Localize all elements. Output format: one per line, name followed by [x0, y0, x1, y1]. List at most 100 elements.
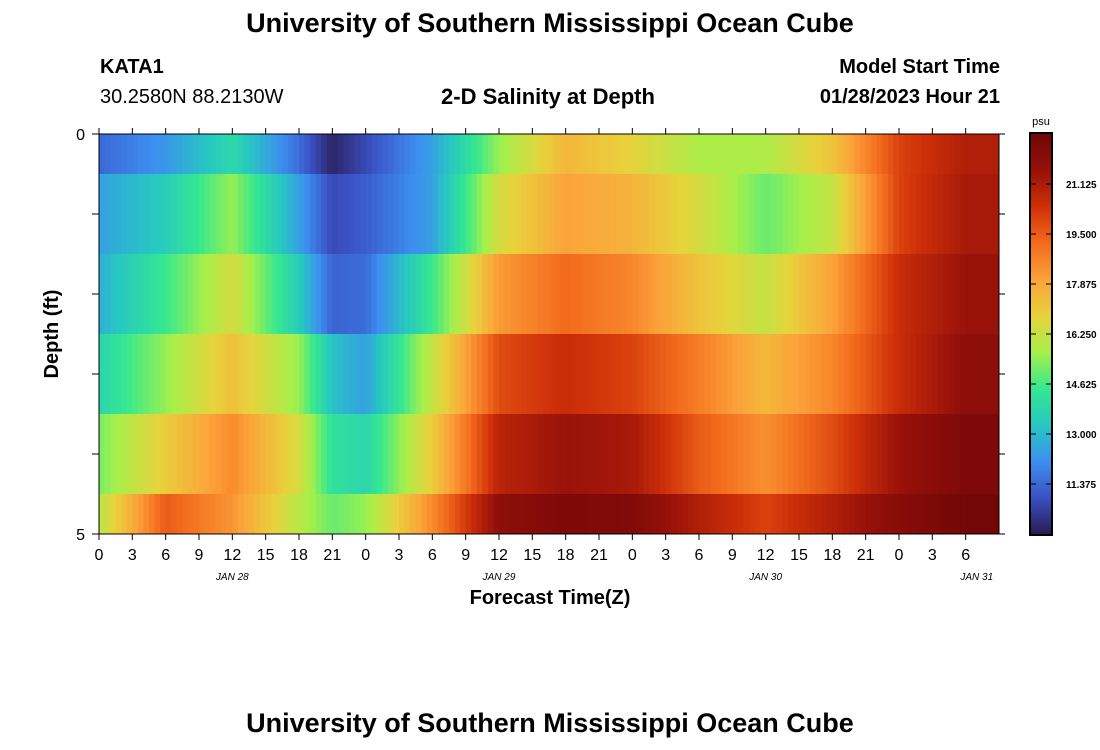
- heatmap-cell: [449, 254, 455, 334]
- heatmap-cell: [787, 334, 794, 414]
- heatmap-cell: [243, 254, 250, 334]
- heatmap-cell: [121, 494, 128, 534]
- heatmap-cell: [871, 334, 878, 414]
- heatmap-cell: [232, 414, 239, 494]
- heatmap-cell: [737, 494, 744, 534]
- heatmap-cell: [626, 334, 633, 414]
- x-tick-label: 9: [461, 547, 470, 564]
- heatmap-cell: [265, 494, 272, 534]
- heatmap-cell: [104, 174, 111, 254]
- heatmap-cell: [665, 254, 672, 334]
- heatmap-cell: [465, 174, 472, 254]
- heatmap-cell: [537, 174, 544, 254]
- heatmap-cell: [749, 174, 755, 254]
- heatmap-cell: [571, 414, 578, 494]
- heatmap-cell: [849, 334, 855, 414]
- model-start-label: Model Start Time: [839, 56, 1000, 78]
- heatmap-cell: [993, 174, 1000, 254]
- heatmap-cell: [110, 334, 117, 414]
- heatmap-cell: [293, 414, 300, 494]
- heatmap-cell: [804, 494, 811, 534]
- x-tick-label: 18: [823, 547, 841, 564]
- heatmap-cell: [337, 334, 344, 414]
- heatmap-cell: [799, 334, 805, 414]
- heatmap-cell: [176, 414, 183, 494]
- heatmap-cell: [471, 334, 478, 414]
- heatmap-cell: [287, 334, 294, 414]
- plot-frame: [98, 133, 1000, 535]
- heatmap-cell: [482, 494, 489, 534]
- heatmap-cell: [165, 334, 172, 414]
- heatmap-cell: [449, 174, 455, 254]
- heatmap-cell: [965, 414, 972, 494]
- heatmap-cell: [449, 134, 455, 174]
- heatmap-cell: [137, 254, 144, 334]
- heatmap-cell: [243, 134, 250, 174]
- heatmap-cell: [765, 254, 772, 334]
- colorbar-tick-label: 14.625: [1066, 380, 1097, 391]
- heatmap-cell: [904, 254, 911, 334]
- heatmap-cell: [310, 134, 317, 174]
- heatmap-cell: [810, 494, 817, 534]
- heatmap-cell: [676, 334, 683, 414]
- heatmap-cell: [371, 494, 378, 534]
- heatmap-cell: [376, 254, 383, 334]
- heatmap-cell: [776, 134, 783, 174]
- heatmap-cell: [399, 174, 405, 254]
- heatmap-cell: [399, 494, 405, 534]
- heatmap-cell: [599, 414, 605, 494]
- heatmap-cell: [726, 134, 733, 174]
- heatmap-cell: [949, 334, 955, 414]
- heatmap-cell: [421, 494, 428, 534]
- heatmap-cell: [321, 254, 328, 334]
- heatmap-cell: [404, 174, 411, 254]
- heatmap-cell: [360, 134, 367, 174]
- heatmap-cell: [576, 254, 583, 334]
- heatmap-cell: [599, 254, 605, 334]
- heatmap-cell: [321, 134, 328, 174]
- heatmap-cell: [510, 334, 517, 414]
- heatmap-cell: [987, 254, 994, 334]
- heatmap-cell: [682, 134, 689, 174]
- heatmap-cell: [937, 334, 944, 414]
- heatmap-cell: [382, 134, 389, 174]
- heatmap-cell: [982, 254, 989, 334]
- heatmap-cell: [315, 134, 322, 174]
- heatmap-cell: [954, 254, 961, 334]
- heatmap-cell: [687, 254, 694, 334]
- heatmap-cell: [271, 334, 278, 414]
- heatmap-cell: [826, 134, 833, 174]
- heatmap-cell: [137, 334, 144, 414]
- colorbar-tick-label: 16.250: [1066, 330, 1097, 341]
- heatmap-cell: [337, 494, 344, 534]
- x-tick-label: 0: [95, 547, 104, 564]
- heatmap-cell: [115, 334, 122, 414]
- heatmap-cell: [860, 134, 867, 174]
- heatmap-cell: [471, 414, 478, 494]
- heatmap-cell: [454, 174, 461, 254]
- heatmap-cell: [215, 134, 222, 174]
- heatmap-cell: [226, 254, 233, 334]
- heatmap-cell: [571, 334, 578, 414]
- heatmap-cell: [776, 334, 783, 414]
- heatmap-cell: [287, 254, 294, 334]
- heatmap-cell: [226, 134, 233, 174]
- heatmap-cell: [193, 494, 200, 534]
- heatmap-cell: [571, 174, 578, 254]
- heatmap-cell: [721, 134, 728, 174]
- heatmap-cell: [254, 414, 261, 494]
- heatmap-cell: [354, 494, 361, 534]
- heatmap-cell: [104, 134, 111, 174]
- heatmap-cell: [832, 414, 839, 494]
- heatmap-cell: [454, 254, 461, 334]
- heatmap-cell: [704, 254, 711, 334]
- heatmap-cell: [260, 134, 267, 174]
- heatmap-cell: [387, 134, 394, 174]
- heatmap-cell: [876, 134, 883, 174]
- heatmap-cell: [860, 174, 867, 254]
- heatmap-cell: [310, 174, 317, 254]
- heatmap-cell: [549, 134, 555, 174]
- heatmap-cell: [399, 134, 405, 174]
- heatmap-cell: [187, 334, 194, 414]
- heatmap-cell: [499, 494, 505, 534]
